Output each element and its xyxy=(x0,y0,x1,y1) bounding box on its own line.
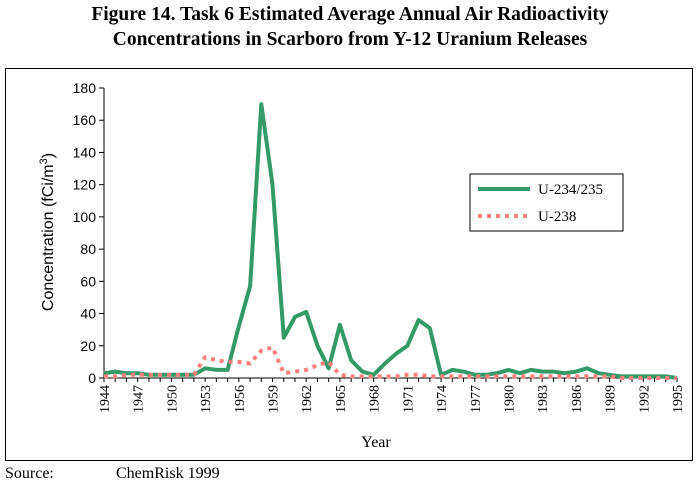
ticks: 0 20 40 60 80 100 120 140 160 180 1944 1947 1950 1953… xyxy=(73,80,686,413)
y-tick-label: 140 xyxy=(73,144,97,160)
y-tick-label: 100 xyxy=(73,209,97,225)
x-tick-label: 1950 xyxy=(165,385,180,413)
source-value: ChemRisk 1999 xyxy=(116,465,220,482)
x-tick-label: 1983 xyxy=(536,385,551,413)
y-tick-label: 120 xyxy=(73,177,97,193)
legend-label: U-234/235 xyxy=(538,182,603,198)
y-tick-label: 80 xyxy=(80,241,96,257)
x-tick-label: 1992 xyxy=(637,385,652,413)
legend-box xyxy=(469,173,624,232)
y-axis-label-superscript: 3 xyxy=(38,158,50,164)
figure-title-line-2: Concentrations in Scarboro from Y-12 Ura… xyxy=(112,29,588,50)
x-tick-label: 1959 xyxy=(267,385,282,413)
x-tick-label: 1974 xyxy=(435,385,450,413)
chart-frame xyxy=(5,68,693,461)
x-tick-label: 1944 xyxy=(98,385,113,413)
figure-title: Figure 14. Task 6 Estimated Average Annu… xyxy=(0,2,700,52)
y-tick-label: 180 xyxy=(73,80,97,96)
x-tick-label: 1971 xyxy=(401,385,416,413)
x-tick-label: 1947 xyxy=(132,385,147,413)
y-axis-label: Concentration (fCi/m3) xyxy=(38,153,57,311)
series-line-u-234-235 xyxy=(103,102,678,380)
y-tick-label: 160 xyxy=(73,112,97,128)
y-tick-label: 20 xyxy=(80,338,96,354)
x-tick-label: 1953 xyxy=(199,385,214,413)
x-tick-label: 1956 xyxy=(233,385,248,413)
x-tick-label: 1977 xyxy=(469,385,484,413)
y-axis-label-close: ) xyxy=(40,153,57,158)
series-lines xyxy=(103,102,678,380)
x-tick-label: 1980 xyxy=(502,385,517,413)
x-tick-label: 1965 xyxy=(334,385,349,413)
series-line-u-238 xyxy=(104,345,677,380)
x-tick-label: 1962 xyxy=(300,385,315,413)
x-tick-label: 1995 xyxy=(671,385,686,413)
figure-title-line-1: Figure 14. Task 6 Estimated Average Annu… xyxy=(91,4,609,25)
x-axis-label: Year xyxy=(361,434,391,451)
legend-label: U-238 xyxy=(538,209,576,225)
y-axis-label-main: Concentration (fCi/m xyxy=(40,164,57,311)
source-label: Source: xyxy=(5,465,54,482)
x-tick-label: 1986 xyxy=(570,385,585,413)
y-tick-label: 0 xyxy=(88,370,96,386)
y-tick-label: 40 xyxy=(80,306,96,322)
legend: U-234/235 U-238 xyxy=(469,173,624,232)
x-tick-label: 1989 xyxy=(604,385,619,413)
axes xyxy=(103,88,677,379)
y-tick-label: 60 xyxy=(80,273,96,289)
x-tick-label: 1968 xyxy=(368,385,383,413)
